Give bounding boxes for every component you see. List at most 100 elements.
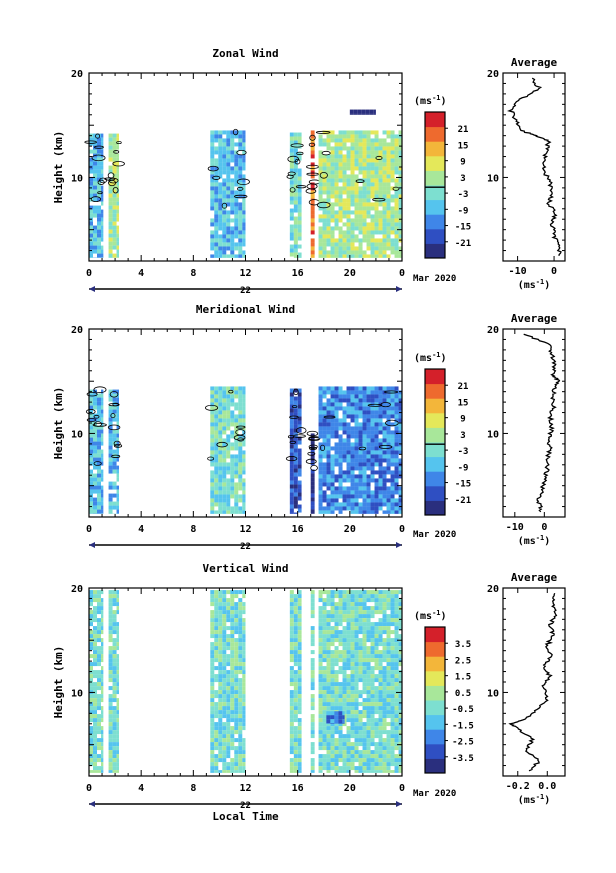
data-cell — [289, 492, 294, 497]
data-cell — [334, 218, 339, 223]
contour-line — [107, 424, 121, 431]
data-cell — [358, 654, 363, 659]
data-cell — [293, 658, 298, 663]
data-cell — [394, 138, 399, 143]
data-cell — [222, 194, 227, 199]
data-cell — [366, 466, 371, 471]
data-cell — [310, 694, 315, 699]
data-cell — [398, 214, 402, 219]
data-cell — [97, 726, 101, 731]
data-cell — [346, 434, 351, 439]
data-cell — [234, 690, 239, 695]
data-cell — [101, 461, 104, 466]
data-cell — [218, 238, 223, 243]
data-cell — [354, 206, 359, 211]
data-cell — [394, 434, 399, 439]
data-cell — [398, 702, 402, 707]
data-cell — [334, 750, 339, 755]
data-cell — [93, 746, 97, 751]
data-cell — [366, 630, 371, 635]
data-cell — [394, 614, 399, 619]
contour-line — [212, 175, 221, 180]
data-cell — [230, 186, 235, 191]
data-cell — [378, 158, 383, 163]
data-cell — [222, 598, 227, 603]
data-cell — [89, 161, 93, 166]
data-cell — [354, 154, 359, 159]
data-cell — [310, 742, 315, 747]
data-cell — [398, 626, 402, 631]
data-cell — [214, 410, 219, 415]
data-cell — [330, 742, 335, 747]
data-cell — [214, 462, 219, 467]
data-cell — [289, 614, 294, 619]
data-cell — [112, 173, 117, 178]
data-cell — [218, 638, 223, 643]
data-cell — [310, 682, 315, 687]
data-cell — [318, 478, 323, 483]
data-cell — [370, 654, 375, 659]
data-cell — [230, 490, 235, 495]
data-cell — [116, 682, 119, 687]
data-cell — [297, 682, 302, 687]
data-cell — [97, 433, 101, 438]
data-cell — [289, 610, 294, 615]
data-cell — [338, 754, 343, 759]
data-cell — [346, 218, 351, 223]
data-cell — [342, 458, 347, 463]
data-cell — [374, 446, 379, 451]
data-cell — [358, 146, 363, 151]
data-cell — [112, 189, 117, 194]
data-cell — [297, 730, 302, 735]
data-cell — [326, 446, 331, 451]
data-cell — [218, 418, 223, 423]
data-cell — [89, 189, 93, 194]
data-cell — [214, 422, 219, 427]
data-cell — [330, 490, 335, 495]
data-cell — [310, 726, 315, 731]
data-cell — [238, 134, 243, 139]
data-cell — [101, 606, 104, 611]
data-cell — [310, 614, 315, 619]
data-cell — [97, 686, 101, 691]
profile-unit: (ms-1) — [518, 278, 551, 291]
data-cell — [362, 130, 367, 135]
data-cell — [354, 738, 359, 743]
data-cell — [326, 498, 331, 503]
data-cell — [338, 454, 343, 459]
data-cell — [334, 134, 339, 139]
data-cell — [374, 238, 379, 243]
data-cell — [322, 718, 327, 723]
month-label: Mar 2020 — [413, 274, 456, 284]
data-cell — [326, 466, 331, 471]
data-cell — [358, 462, 363, 467]
data-block — [205, 386, 246, 514]
data-cell — [112, 501, 117, 506]
data-cell — [93, 590, 97, 595]
data-cell — [322, 430, 327, 435]
data-cell — [210, 478, 215, 483]
data-cell — [97, 670, 101, 675]
data-cell — [242, 386, 246, 391]
y-tick-label: 20 — [71, 584, 83, 595]
data-cell — [226, 198, 231, 203]
data-cell — [89, 481, 93, 486]
data-cell — [234, 466, 239, 471]
data-cell — [390, 130, 395, 135]
data-cell — [394, 714, 399, 719]
data-cell — [370, 218, 375, 223]
data-cell — [350, 510, 355, 514]
data-cell — [358, 702, 363, 707]
data-cell — [108, 461, 113, 466]
data-cell — [238, 758, 243, 763]
data-cell — [390, 210, 395, 215]
data-cell — [289, 132, 294, 137]
data-cell — [116, 165, 119, 170]
data-cell — [354, 674, 359, 679]
data-cell — [97, 766, 101, 771]
data-cell — [390, 402, 395, 407]
data-cell — [222, 218, 227, 223]
data-cell — [234, 670, 239, 675]
data-cell — [362, 398, 367, 403]
data-cell — [362, 410, 367, 415]
